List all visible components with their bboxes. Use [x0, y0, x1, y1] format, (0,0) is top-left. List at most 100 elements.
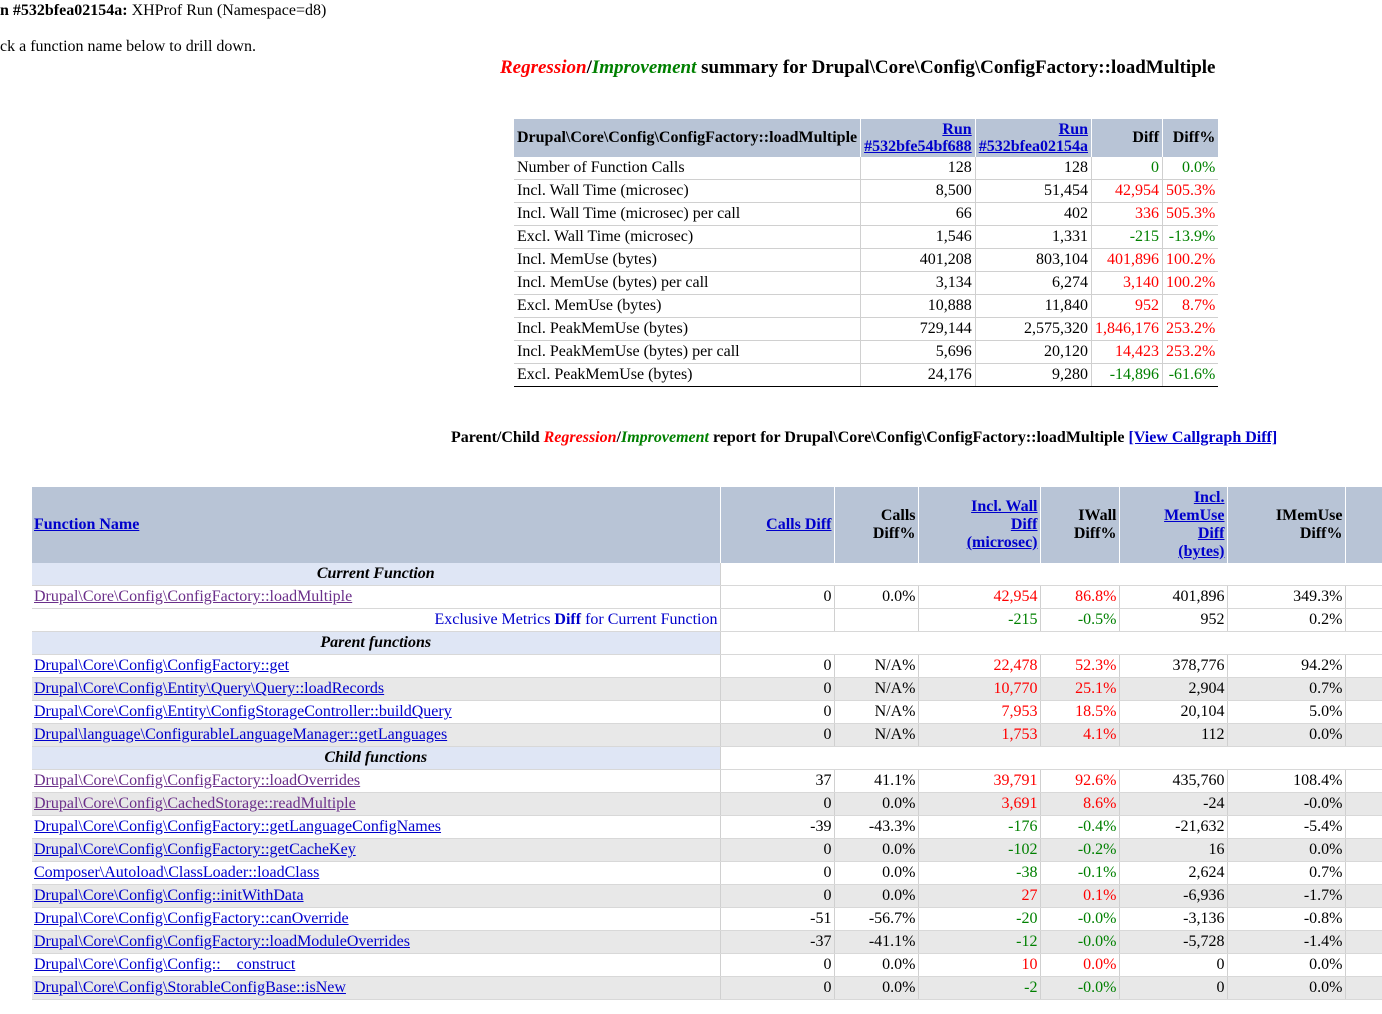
calls-diffpct-value: N/A%	[834, 700, 919, 724]
summary-run2-value: 128	[975, 157, 1093, 180]
report-title-regression: Regression	[543, 429, 617, 446]
overflow-cell	[1345, 723, 1382, 747]
sort-iwall-diff-link[interactable]: Incl. Wall Diff (microsec)	[966, 498, 1038, 551]
function-name-cell: Drupal\Core\Config\Entity\Query\Query::l…	[32, 677, 721, 701]
parent-child-table: Function Name Calls Diff Calls Diff% Incl…	[32, 487, 1382, 1000]
summary-body: Number of Function Calls 128 128 0 0.0% Incl.…	[514, 157, 1219, 387]
iwall-diffpct-value: -0.0%	[1040, 907, 1120, 931]
iwall-diff-value: 39,791	[918, 769, 1041, 793]
table-row: Drupal\Core\Config\Entity\ConfigStorageC…	[32, 700, 1382, 724]
exclusive-label-a: Exclusive Metrics	[434, 611, 555, 628]
calls-diffpct-value: N/A%	[834, 654, 919, 678]
exclusive-label-c: for Current Function	[581, 611, 718, 628]
calls-diff-value: 0	[720, 654, 835, 678]
iwall-diffpct-value: -0.1%	[1040, 861, 1120, 885]
sort-function-name-link[interactable]: Function Name	[34, 516, 140, 533]
summary-table: Drupal\Core\Config\ConfigFactory::loadMu…	[514, 119, 1219, 387]
summary-title-improvement: Improvement	[591, 57, 697, 78]
function-link[interactable]: Drupal\Core\Config\ConfigFactory::loadMu…	[34, 588, 353, 605]
sort-imem-diff-link[interactable]: Incl. MemUse Diff (bytes)	[1164, 489, 1225, 560]
function-link[interactable]: Drupal\Core\Config\ConfigFactory::canOve…	[34, 910, 349, 927]
function-link[interactable]: Drupal\Core\Config\StorableConfigBase::i…	[34, 979, 346, 996]
imem-diffpct-value: 0.0%	[1227, 953, 1346, 977]
function-name-cell: Drupal\Core\Config\ConfigFactory::canOve…	[32, 907, 721, 931]
imem-diff-value: -3,136	[1119, 907, 1228, 931]
function-link[interactable]: Drupal\Core\Config\ConfigFactory::getLan…	[34, 818, 442, 835]
imem-diffpct-value: -0.0%	[1227, 792, 1346, 816]
function-link[interactable]: Drupal\Core\Config\ConfigFactory::get	[34, 657, 290, 674]
table-row: Drupal\Core\Config\ConfigFactory::getLan…	[32, 815, 1382, 839]
function-link[interactable]: Drupal\language\ConfigurableLanguageMana…	[34, 726, 448, 743]
imem-diffpct-value: 5.0%	[1227, 700, 1346, 724]
table-row: Drupal\Core\Config\ConfigFactory::get 0 N/…	[32, 654, 1382, 678]
run2-link[interactable]: Run #532bfea02154a	[978, 121, 1089, 155]
calls-diffpct-value: N/A%	[834, 677, 919, 701]
summary-metric: Incl. PeakMemUse (bytes) per call	[514, 340, 862, 364]
imem-diff-value: -5,728	[1119, 930, 1228, 954]
summary-col-diff: Diff	[1091, 119, 1164, 157]
overflow-cell	[1345, 585, 1382, 609]
function-link[interactable]: Drupal\Core\Config\CachedStorage::readMu…	[34, 795, 356, 812]
run-description: XHProf Run (Namespace=d8)	[131, 2, 327, 19]
sort-calls-diff-link[interactable]: Calls Diff	[766, 516, 832, 533]
calls-diff-value: 0	[720, 884, 835, 908]
iwall-diff-value: -176	[918, 815, 1041, 839]
overflow-cell	[1345, 907, 1382, 931]
col-iwall-diffpct: IWall Diff%	[1040, 487, 1120, 563]
function-link[interactable]: Drupal\Core\Config\Config::initWithData	[34, 887, 304, 904]
function-link[interactable]: Drupal\Core\Config\ConfigFactory::loadMo…	[34, 933, 410, 950]
summary-title-slash: /	[586, 57, 592, 78]
function-name-cell: Drupal\Core\Config\ConfigFactory::get	[32, 654, 721, 678]
function-link[interactable]: Drupal\Core\Config\Entity\Query\Query::l…	[34, 680, 385, 697]
summary-diff-value: 401,896	[1091, 248, 1164, 272]
summary-row: Incl. PeakMemUse (bytes) per call 5,696 20…	[514, 340, 1219, 364]
imem-diff-value: 20,104	[1119, 700, 1228, 724]
summary-run2-value: 20,120	[975, 340, 1093, 364]
function-link[interactable]: Drupal\Core\Config\ConfigFactory::loadOv…	[34, 772, 361, 789]
overflow-cell	[1345, 608, 1382, 632]
summary-diffpct-value: 8.7%	[1162, 294, 1219, 318]
col-imem-diffpct: IMemUse Diff%	[1227, 487, 1346, 563]
run1-link[interactable]: Run #532bfe54bf688	[864, 121, 972, 155]
section-child-functions-header: Child functions	[32, 746, 721, 770]
report-title: Parent/Child Regression/Improvement repo…	[451, 429, 1277, 447]
function-name-cell: Composer\Autoload\ClassLoader::loadClass	[32, 861, 721, 885]
view-callgraph-diff-link[interactable]: [View Callgraph Diff]	[1128, 429, 1278, 446]
imem-diffpct-value: 349.3%	[1227, 585, 1346, 609]
iwall-diff-value: 3,691	[918, 792, 1041, 816]
imem-diffpct-value: 108.4%	[1227, 769, 1346, 793]
summary-diff-value: 0	[1091, 157, 1164, 180]
main-body: Current Function Drupal\Core\Config\Confi…	[32, 563, 1382, 1000]
summary-run1-value: 24,176	[860, 363, 976, 387]
table-row: Drupal\language\ConfigurableLanguageMana…	[32, 723, 1382, 747]
calls-diff-value: -39	[720, 815, 835, 839]
iwall-diff-value: -38	[918, 861, 1041, 885]
function-link[interactable]: Composer\Autoload\ClassLoader::loadClass	[34, 864, 320, 881]
section-parent-functions-header: Parent functions	[32, 631, 721, 655]
overflow-cell	[1345, 953, 1382, 977]
section-blank	[720, 746, 1382, 770]
summary-diffpct-value: 0.0%	[1162, 157, 1219, 180]
function-name-cell: Drupal\Core\Config\StorableConfigBase::i…	[32, 976, 721, 1000]
overflow-cell	[1345, 815, 1382, 839]
summary-run2-value: 1,331	[975, 225, 1093, 249]
iwall-diff-value: 27	[918, 884, 1041, 908]
function-link[interactable]: Drupal\Core\Config\ConfigFactory::getCac…	[34, 841, 356, 858]
table-row: Drupal\Core\Config\ConfigFactory::loadMo…	[32, 930, 1382, 954]
imem-diffpct-value: 0.0%	[1227, 723, 1346, 747]
function-link[interactable]: Drupal\Core\Config\Entity\ConfigStorageC…	[34, 703, 452, 720]
calls-diffpct-value: 0.0%	[834, 884, 919, 908]
summary-diff-value: -14,896	[1091, 363, 1164, 387]
summary-diff-value: 42,954	[1091, 179, 1164, 203]
imem-diff-value: 378,776	[1119, 654, 1228, 678]
iwall-diff-value: 22,478	[918, 654, 1041, 678]
overflow-cell	[1345, 930, 1382, 954]
imem-diff-value: 2,904	[1119, 677, 1228, 701]
table-row: Drupal\Core\Config\Config::initWithData 0…	[32, 884, 1382, 908]
summary-diffpct-value: 253.2%	[1162, 340, 1219, 364]
summary-col-function: Drupal\Core\Config\ConfigFactory::loadMu…	[514, 119, 862, 157]
summary-col-run1: Run #532bfe54bf688	[860, 119, 976, 157]
imem-diff-value: 401,896	[1119, 585, 1228, 609]
imem-diff-value: 2,624	[1119, 861, 1228, 885]
function-link[interactable]: Drupal\Core\Config\Config::__construct	[34, 956, 296, 973]
